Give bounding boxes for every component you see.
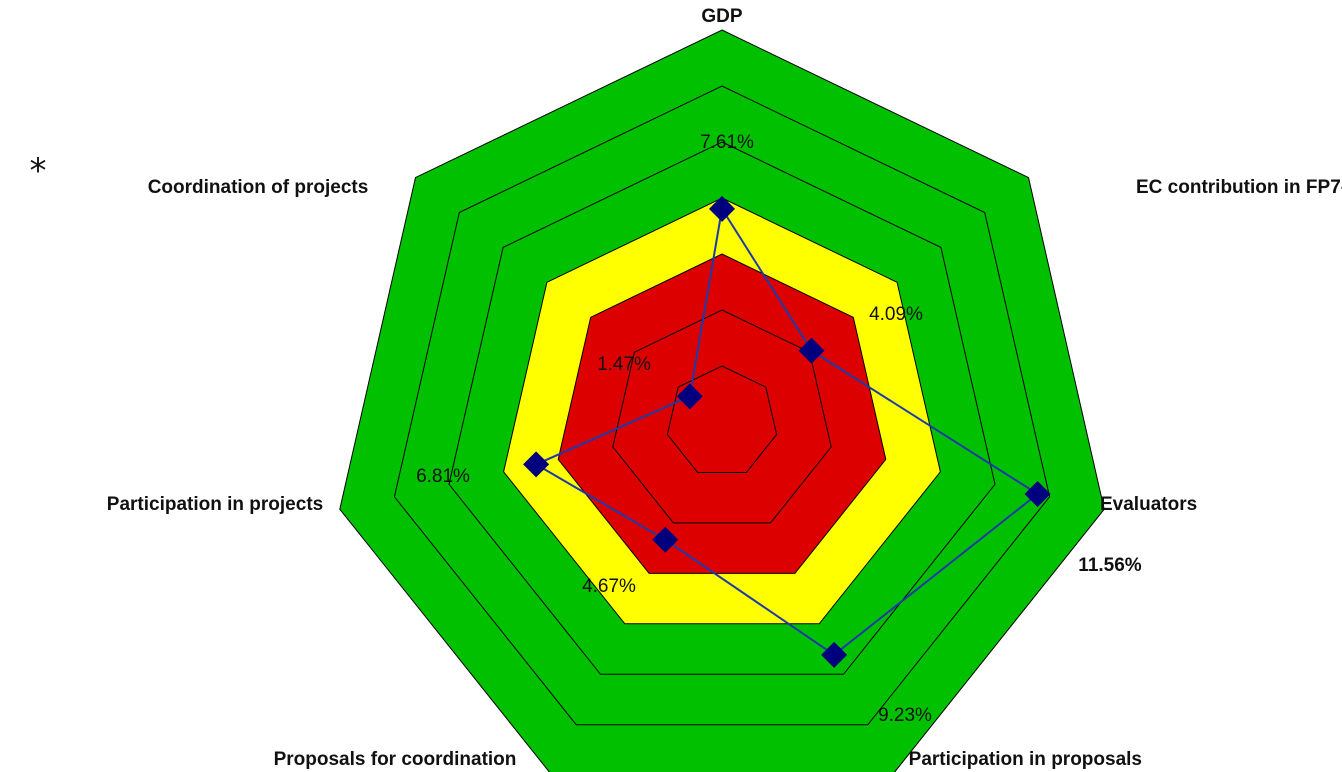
value-label-3: 9.23% xyxy=(878,705,932,726)
axis-label-3: Participation in proposals xyxy=(909,749,1142,770)
gridline-2 xyxy=(557,253,887,574)
data-point-0 xyxy=(709,195,735,222)
gridline-3 xyxy=(503,197,941,625)
asterisk-marker: * xyxy=(30,151,47,191)
gridline-4 xyxy=(448,141,996,675)
radar-series xyxy=(523,195,1051,668)
gridline-0 xyxy=(666,365,778,473)
radar-labels: GDP EC contribution in FP7-ICT Evaluators P… xyxy=(107,6,1342,770)
value-label-4: 4.67% xyxy=(582,576,636,597)
value-label-1: 4.09% xyxy=(869,304,923,325)
gridline-6 xyxy=(339,29,1105,772)
data-point-1 xyxy=(798,337,825,364)
data-point-4 xyxy=(652,526,679,553)
data-point-3 xyxy=(821,641,848,668)
gridline-5 xyxy=(393,85,1051,726)
axis-label-1: EC contribution in FP7-ICT xyxy=(1136,177,1342,198)
data-point-5 xyxy=(523,451,550,478)
axis-label-2: Evaluators xyxy=(1100,494,1197,515)
radar-gridlines xyxy=(339,29,1105,772)
gridline-1 xyxy=(612,309,832,524)
data-point-2 xyxy=(1024,481,1051,508)
series-line xyxy=(533,206,1040,657)
data-point-6 xyxy=(676,383,703,410)
axis-label-5: Participation in projects xyxy=(107,494,323,515)
value-label-2: 11.56% xyxy=(1078,555,1141,576)
axis-label-6: Coordination of projects xyxy=(148,177,369,198)
axis-label-0: GDP xyxy=(701,6,743,27)
value-label-0: 7.61% xyxy=(700,132,754,153)
band-2 xyxy=(558,254,886,574)
value-label-6: 1.47% xyxy=(597,354,651,375)
axis-label-4: Proposals for coordination xyxy=(274,749,517,770)
value-label-5: 6.81% xyxy=(416,466,470,487)
